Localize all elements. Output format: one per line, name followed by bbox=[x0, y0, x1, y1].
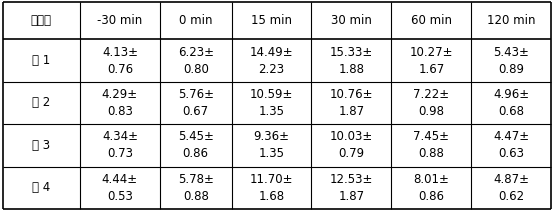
Text: 组 3: 组 3 bbox=[32, 139, 50, 152]
Text: 14.49±
2.23: 14.49± 2.23 bbox=[250, 46, 293, 76]
Text: 10.03±
0.79: 10.03± 0.79 bbox=[330, 130, 373, 160]
Text: 5.78±
0.88: 5.78± 0.88 bbox=[178, 173, 214, 203]
Text: 15 min: 15 min bbox=[251, 14, 292, 27]
Text: 4.47±
0.63: 4.47± 0.63 bbox=[493, 130, 529, 160]
Text: 组 2: 组 2 bbox=[32, 96, 50, 110]
Text: 10.59±
1.35: 10.59± 1.35 bbox=[250, 88, 293, 118]
Text: 5.43±
0.89: 5.43± 0.89 bbox=[493, 46, 529, 76]
Text: 4.44±
0.53: 4.44± 0.53 bbox=[102, 173, 138, 203]
Text: 60 min: 60 min bbox=[411, 14, 452, 27]
Text: 5.76±
0.67: 5.76± 0.67 bbox=[178, 88, 214, 118]
Text: -30 min: -30 min bbox=[98, 14, 142, 27]
Text: 7.45±
0.88: 7.45± 0.88 bbox=[413, 130, 449, 160]
Text: 5.45±
0.86: 5.45± 0.86 bbox=[178, 130, 214, 160]
Text: 0 min: 0 min bbox=[179, 14, 212, 27]
Text: 4.96±
0.68: 4.96± 0.68 bbox=[493, 88, 529, 118]
Text: 4.87±
0.62: 4.87± 0.62 bbox=[493, 173, 529, 203]
Text: 15.33±
1.88: 15.33± 1.88 bbox=[330, 46, 373, 76]
Text: 120 min: 120 min bbox=[487, 14, 536, 27]
Text: 实验组: 实验组 bbox=[31, 14, 52, 27]
Text: 4.13±
0.76: 4.13± 0.76 bbox=[102, 46, 138, 76]
Text: 11.70±
1.68: 11.70± 1.68 bbox=[250, 173, 293, 203]
Text: 6.23±
0.80: 6.23± 0.80 bbox=[178, 46, 214, 76]
Text: 12.53±
1.87: 12.53± 1.87 bbox=[330, 173, 373, 203]
Text: 7.22±
0.98: 7.22± 0.98 bbox=[413, 88, 449, 118]
Text: 组 4: 组 4 bbox=[32, 181, 50, 194]
Text: 组 1: 组 1 bbox=[32, 54, 50, 67]
Text: 10.27±
1.67: 10.27± 1.67 bbox=[409, 46, 453, 76]
Text: 4.29±
0.83: 4.29± 0.83 bbox=[102, 88, 138, 118]
Text: 8.01±
0.86: 8.01± 0.86 bbox=[413, 173, 449, 203]
Text: 4.34±
0.73: 4.34± 0.73 bbox=[102, 130, 138, 160]
Text: 9.36±
1.35: 9.36± 1.35 bbox=[254, 130, 290, 160]
Text: 10.76±
1.87: 10.76± 1.87 bbox=[330, 88, 373, 118]
Text: 30 min: 30 min bbox=[331, 14, 372, 27]
